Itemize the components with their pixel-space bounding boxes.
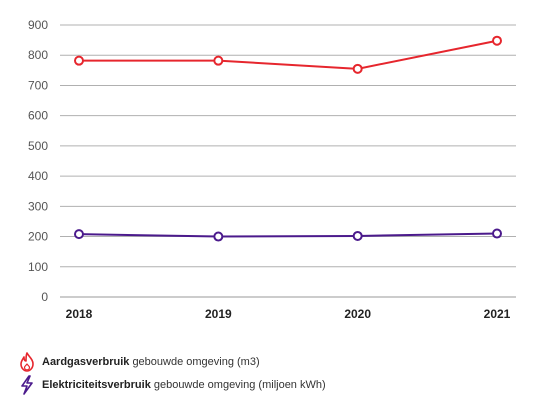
y-tick-label: 500 bbox=[28, 139, 48, 153]
y-axis-ticks: 0 100 200 300 400 500 600 700 800 900 bbox=[28, 18, 48, 304]
y-tick-label: 900 bbox=[28, 18, 48, 32]
y-tick-label: 400 bbox=[28, 169, 48, 183]
data-point bbox=[213, 55, 224, 66]
data-point bbox=[352, 63, 363, 74]
x-tick-label: 2019 bbox=[205, 307, 232, 321]
data-point bbox=[74, 229, 84, 240]
data-point bbox=[352, 230, 363, 241]
line-chart: 0 100 200 300 400 500 600 700 800 900 2018 2019 202… bbox=[28, 18, 516, 321]
x-axis-ticks: 2018 2019 2020 2021 bbox=[66, 307, 511, 321]
y-tick-label: 600 bbox=[28, 109, 48, 123]
x-tick-label: 2018 bbox=[66, 307, 93, 321]
y-tick-label: 800 bbox=[28, 48, 48, 62]
legend-series-name: Aardgasverbruik bbox=[42, 356, 130, 368]
data-point bbox=[492, 35, 502, 46]
y-tick-label: 200 bbox=[28, 230, 48, 244]
flame-icon bbox=[18, 352, 36, 372]
series-1 bbox=[74, 35, 502, 74]
legend-item-elektriciteit: Elektriciteitsverbruik gebouwde omgeving… bbox=[18, 375, 518, 395]
series-2 bbox=[74, 228, 502, 242]
y-tick-label: 0 bbox=[41, 290, 48, 304]
y-tick-label: 300 bbox=[28, 199, 48, 213]
x-tick-label: 2020 bbox=[344, 307, 371, 321]
x-tick-label: 2021 bbox=[484, 307, 511, 321]
series-line bbox=[78, 232, 498, 238]
legend-series-description: gebouwde omgeving (miljoen kWh) bbox=[153, 379, 326, 391]
y-tick-label: 700 bbox=[28, 78, 48, 92]
legend-item-aardgas: Aardgasverbruik gebouwde omgeving (m3) bbox=[18, 352, 518, 372]
series-group bbox=[74, 35, 502, 242]
y-tick-label: 100 bbox=[28, 260, 48, 274]
legend-series-name: Elektriciteitsverbruik bbox=[42, 379, 151, 391]
data-point bbox=[492, 228, 502, 239]
legend-series-description: gebouwde omgeving (m3) bbox=[132, 356, 260, 368]
data-point bbox=[74, 55, 84, 66]
lightning-icon bbox=[18, 375, 36, 395]
series-line bbox=[79, 39, 498, 70]
data-point bbox=[213, 231, 224, 242]
grid-lines bbox=[60, 24, 516, 298]
